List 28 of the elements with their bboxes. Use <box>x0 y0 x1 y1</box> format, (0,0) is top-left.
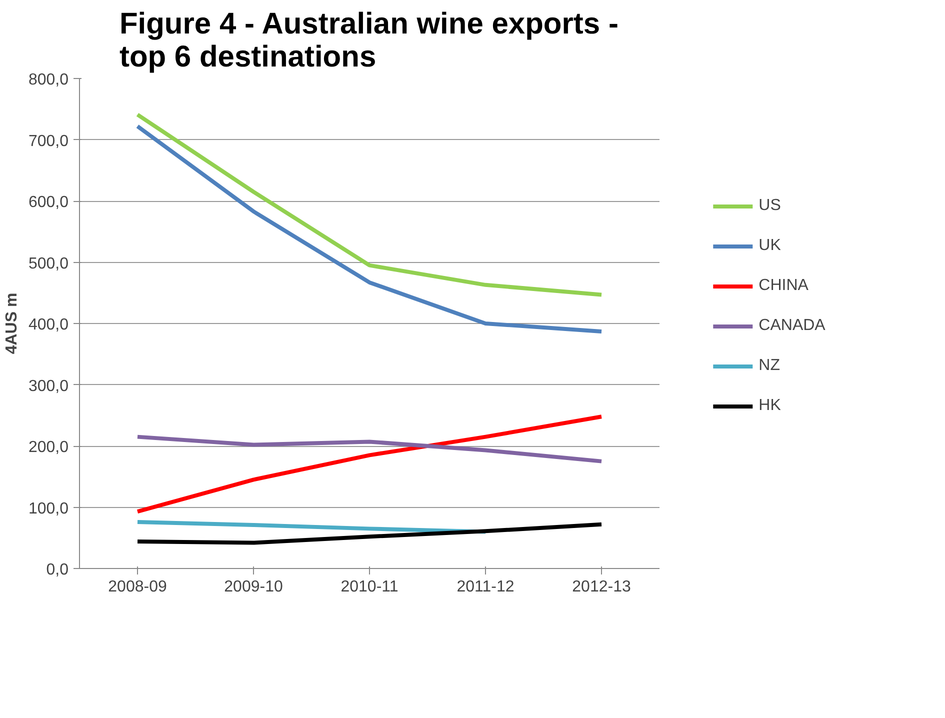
y-tick-label: 300,0 <box>28 378 69 395</box>
legend-label: HK <box>758 397 781 415</box>
line-series <box>136 124 604 334</box>
x-tick-label: 2010-11 <box>340 578 398 596</box>
y-tick-label: 500,0 <box>28 255 69 272</box>
x-tick-label: 2012-13 <box>572 578 631 596</box>
legend-label: UK <box>758 237 781 255</box>
x-tick-label: 2008-09 <box>108 578 167 596</box>
x-tick-label: 2011-12 <box>456 578 514 596</box>
y-tick-label: 100,0 <box>28 500 69 518</box>
line-series <box>136 434 604 464</box>
y-tick-label: 600,0 <box>28 194 69 211</box>
line-series <box>136 522 604 545</box>
legend-label: CHINA <box>758 277 808 295</box>
chart-title: Figure 4 - Australian wine exports - top 6 destinations <box>119 8 618 74</box>
legend-label: US <box>758 197 781 215</box>
line-series <box>136 520 488 534</box>
x-tick-label: 2009-10 <box>224 578 283 596</box>
y-tick-label: 800,0 <box>28 72 69 88</box>
line-series <box>136 414 604 514</box>
legend-label: NZ <box>758 357 780 375</box>
y-tick-label: 400,0 <box>28 316 69 334</box>
legend-label: CANADA <box>758 317 826 335</box>
y-tick-label: 700,0 <box>28 132 69 150</box>
line-series <box>136 112 604 297</box>
y-tick-label: 200,0 <box>28 439 69 456</box>
y-tick-label: 0,0 <box>46 562 69 578</box>
y-axis-title: 4AUS m <box>3 292 20 354</box>
